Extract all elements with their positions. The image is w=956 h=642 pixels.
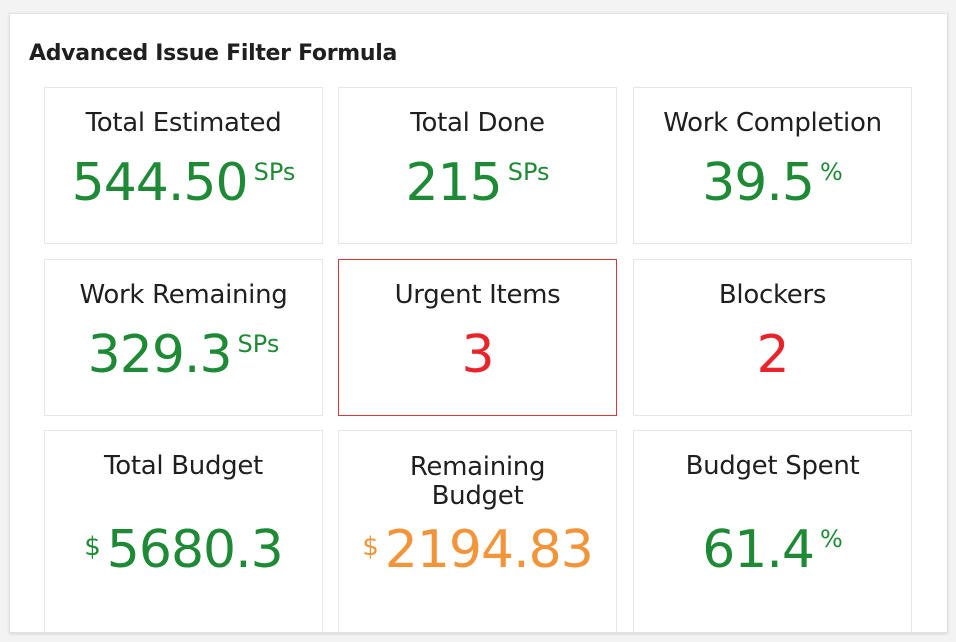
card-budget-spent[interactable]: Budget Spent 61.4 % <box>633 430 912 632</box>
card-value: 544.50 SPs <box>45 152 322 214</box>
card-value: 3 <box>339 324 616 386</box>
metric-unit: SPs <box>253 158 296 186</box>
card-urgent-items[interactable]: Urgent Items 3 <box>338 259 617 416</box>
metric-number: 329.3 <box>87 325 233 385</box>
card-value: $ 5680.3 <box>45 519 322 581</box>
card-total-done[interactable]: Total Done 215 SPs <box>338 87 617 244</box>
card-label: Total Estimated <box>85 108 282 138</box>
metric-number: 544.50 <box>71 153 249 213</box>
card-value: 39.5 % <box>634 152 911 214</box>
metric-number: 39.5 <box>702 153 815 213</box>
currency-symbol: $ <box>84 532 101 562</box>
metric-number: 2194.83 <box>384 520 594 580</box>
card-blockers[interactable]: Blockers 2 <box>633 259 912 416</box>
card-label: Total Done <box>410 108 545 138</box>
dashboard-widget-panel: Advanced Issue Filter Formula Total Esti… <box>9 13 948 633</box>
metric-number: 5680.3 <box>106 520 284 580</box>
card-total-budget[interactable]: Total Budget $ 5680.3 <box>44 430 323 632</box>
card-value: 329.3 SPs <box>45 324 322 386</box>
card-label: Total Budget <box>104 451 263 481</box>
card-value: $ 2194.83 <box>339 519 616 581</box>
metric-unit: SPs <box>237 330 280 358</box>
card-work-remaining[interactable]: Work Remaining 329.3 SPs <box>44 259 323 416</box>
widget-title: Advanced Issue Filter Formula <box>29 41 398 66</box>
card-work-completion[interactable]: Work Completion 39.5 % <box>633 87 912 244</box>
card-value: 61.4 % <box>634 519 911 581</box>
card-value: 215 SPs <box>339 152 616 214</box>
metric-unit: % <box>819 525 843 553</box>
metric-number: 2 <box>756 325 789 385</box>
card-total-estimated[interactable]: Total Estimated 544.50 SPs <box>44 87 323 244</box>
metric-number: 215 <box>405 153 502 213</box>
card-label: Work Remaining <box>79 280 288 310</box>
card-label: Urgent Items <box>394 280 561 310</box>
card-label: Remaining Budget <box>409 452 546 511</box>
metric-unit: SPs <box>507 158 550 186</box>
card-label: Blockers <box>718 280 827 310</box>
metric-unit: % <box>819 158 843 186</box>
metric-number: 61.4 <box>702 520 815 580</box>
card-remaining-budget[interactable]: Remaining Budget $ 2194.83 <box>338 430 617 632</box>
currency-symbol: $ <box>362 532 379 562</box>
card-value: 2 <box>634 324 911 386</box>
card-label: Budget Spent <box>685 451 860 481</box>
metric-number: 3 <box>461 325 494 385</box>
card-label: Work Completion <box>663 108 882 138</box>
